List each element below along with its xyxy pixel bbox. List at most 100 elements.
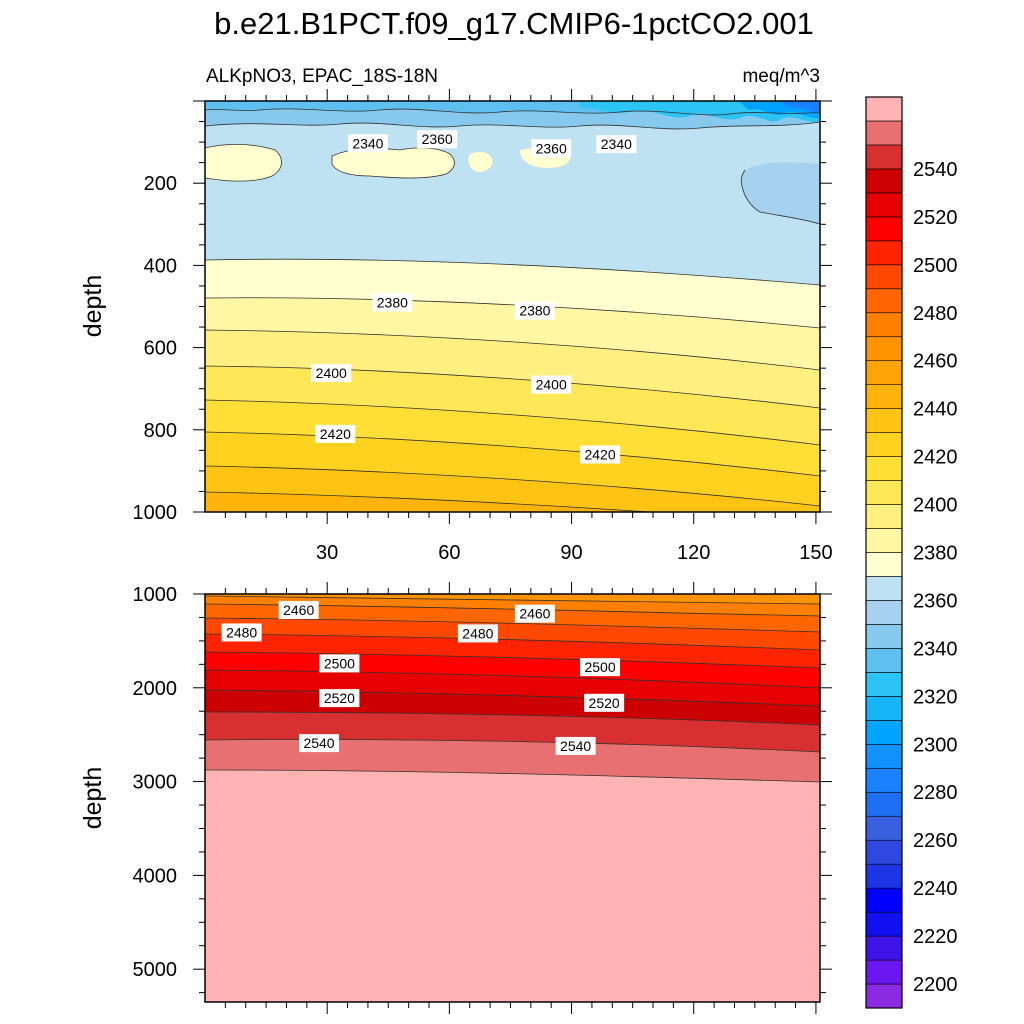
- colorbar-label: 2200: [913, 974, 958, 996]
- upper-panel-fill: [205, 101, 820, 512]
- colorbar-swatch: [865, 887, 903, 913]
- upper-y-axis-label: depth: [79, 275, 107, 338]
- colorbar-label: 2280: [913, 782, 958, 804]
- lower-y-axis-label: depth: [79, 767, 107, 830]
- contour-label-box: [311, 364, 352, 383]
- chart-title: b.e21.B1PCT.f09_g17.CMIP6-1pctCO2.001: [214, 6, 814, 41]
- contour-label-box: [596, 135, 637, 154]
- colorbar-label: 2420: [913, 447, 958, 469]
- colorbar-swatch: [865, 360, 903, 385]
- colorbar-swatch: [865, 504, 903, 529]
- colorbar-label: 2540: [913, 159, 958, 181]
- lower-y-tick-label: 3000: [133, 772, 178, 794]
- contour-label-box: [531, 139, 572, 158]
- colorbar-label: 2240: [913, 878, 958, 900]
- colorbar-swatch: [865, 336, 903, 362]
- colorbar-swatch: [865, 696, 903, 721]
- contour-label-box: [221, 623, 262, 642]
- colorbar-swatch: [865, 720, 903, 745]
- contour-label-box: [347, 134, 388, 153]
- contour-label: 2520: [324, 690, 355, 706]
- colorbar-swatch: [865, 576, 903, 601]
- colorbar-swatch: [865, 168, 903, 194]
- upper-y-tick-label: 200: [144, 173, 177, 195]
- upper-panel-contour-labels: 2340 2360 2360 2340 2380 2380 2400 2400 2420 2420: [311, 130, 637, 464]
- colorbar-label: 2340: [913, 638, 958, 660]
- colorbar-frame: [865, 96, 903, 1009]
- contour-label: 2420: [584, 446, 615, 462]
- contour-label-box: [584, 693, 625, 712]
- contour-label: 2340: [601, 136, 632, 152]
- contour-label: 2500: [324, 655, 355, 671]
- colorbar-swatch: [865, 216, 903, 242]
- colorbar-swatch: [865, 624, 903, 649]
- lower-y-tick-label: 5000: [133, 959, 178, 981]
- colorbar-label: 2520: [913, 207, 958, 229]
- contour-label: 2480: [226, 624, 257, 640]
- upper-y-tick-label: 400: [144, 255, 177, 277]
- colorbar: 2200 2220 2240 2260 2280 2300 2320 2340 2360 2380…: [865, 96, 958, 1009]
- lower-y-tick-label: 2000: [133, 678, 178, 700]
- contour-label-box: [457, 624, 498, 643]
- colorbar-swatch: [865, 815, 903, 841]
- axes: 30 60 90 120 150 200 400 600 800 1000 depth 1000 200…: [79, 89, 833, 1014]
- upper-y-tick-label: 600: [144, 338, 177, 360]
- lower-y-tick-label: 4000: [133, 865, 178, 887]
- contour-label-box: [555, 736, 596, 755]
- colorbar-swatch: [865, 839, 903, 865]
- contour-label-box: [319, 689, 360, 708]
- contour-label-box: [319, 654, 360, 673]
- upper-x-tick-label: 90: [560, 542, 582, 564]
- colorbar-label: 2300: [913, 734, 958, 756]
- colorbar-swatch: [865, 959, 903, 985]
- colorbar-label: 2220: [913, 926, 958, 948]
- upper-x-tick-label: 60: [438, 542, 460, 564]
- contour-label: 2380: [519, 303, 550, 319]
- contour-label: 2540: [303, 735, 334, 751]
- colorbar-label: 2320: [913, 686, 958, 708]
- upper-x-tick-label: 150: [799, 542, 832, 564]
- colorbar-swatch: [865, 312, 903, 338]
- lower-panel-contour-labels: 2460 2460 2480 2480 2500 2500 2520 2520 2540 2540: [221, 600, 625, 755]
- colorbar-swatch: [865, 384, 903, 409]
- contour-label: 2400: [316, 365, 347, 381]
- contour-label: 2340: [352, 135, 383, 151]
- colorbar-label: 2400: [913, 495, 958, 517]
- contour-label-box: [580, 445, 621, 464]
- colorbar-swatch: [865, 743, 903, 769]
- colorbar-swatch: [865, 480, 903, 505]
- colorbar-swatch: [865, 264, 903, 290]
- colorbar-swatch: [865, 767, 903, 793]
- contour-label: 2540: [560, 738, 591, 754]
- contour-label: 2360: [422, 131, 453, 147]
- upper-x-tick-label: 120: [677, 542, 710, 564]
- colorbar-swatch: [865, 120, 903, 146]
- upper-x-tick-label: 30: [316, 542, 338, 564]
- colorbar-label: 2500: [913, 255, 958, 277]
- contour-label: 2500: [584, 659, 615, 675]
- colorbar-swatch: [865, 552, 903, 577]
- lower-panel-fill: [205, 594, 820, 1002]
- colorbar-label: 2360: [913, 590, 958, 612]
- contour-label-box: [514, 604, 555, 623]
- colorbar-swatch: [865, 432, 903, 457]
- colorbar-label: 2440: [913, 399, 958, 421]
- contour-label-box: [417, 130, 458, 149]
- contour-label: 2460: [283, 602, 314, 618]
- colorbar-swatch: [865, 983, 903, 1009]
- upper-y-tick-label: 800: [144, 420, 177, 442]
- contour-label-box: [315, 424, 356, 443]
- colorbar-label: 2480: [913, 303, 958, 325]
- colorbar-swatch: [865, 911, 903, 937]
- colorbar-label: 2380: [913, 543, 958, 565]
- colorbar-label: 2460: [913, 351, 958, 373]
- chart-variable-label: ALKpNO3, EPAC_18S-18N: [206, 66, 438, 87]
- contour-label: 2420: [320, 426, 351, 442]
- colorbar-swatch: [865, 96, 903, 122]
- contour-label: 2460: [519, 606, 550, 622]
- colorbar-swatch: [865, 528, 903, 553]
- colorbar-swatch: [865, 144, 903, 170]
- contour-label-box: [580, 658, 621, 677]
- contour-label-box: [372, 293, 413, 312]
